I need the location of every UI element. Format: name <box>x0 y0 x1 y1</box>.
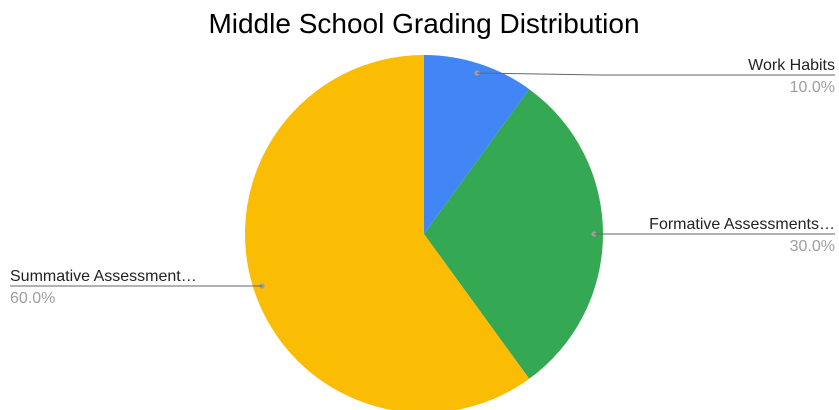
slice-label-3: Summative Assessment… <box>10 268 197 285</box>
slice-label-2: Formative Assessments… <box>649 216 835 233</box>
pie-slice-3[interactable] <box>245 55 530 410</box>
slice-label-1: Work Habits <box>748 57 835 74</box>
slice-percent-1: 10.0% <box>790 79 835 96</box>
leader-line-1 <box>476 72 835 76</box>
slice-percent-3: 60.0% <box>10 290 55 307</box>
pie-slice-2[interactable] <box>424 89 603 379</box>
slice-percent-2: 30.0% <box>790 238 835 255</box>
pie-slice-1[interactable] <box>424 55 530 234</box>
slice-labels: Work Habits 10.0% Formative Assessments… 30… <box>10 57 835 307</box>
pie-slices <box>245 55 603 410</box>
chart-title: Middle School Grading Distribution <box>208 8 639 39</box>
